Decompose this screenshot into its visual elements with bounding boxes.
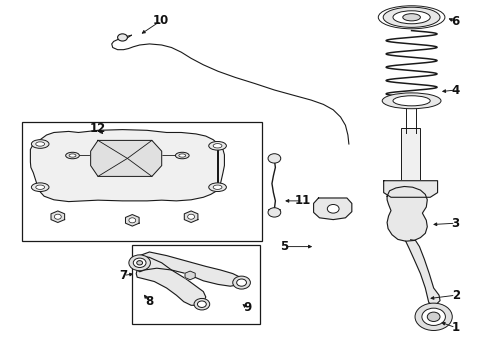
Text: 9: 9	[244, 301, 251, 314]
Text: 5: 5	[280, 240, 288, 253]
Circle shape	[137, 261, 143, 265]
Circle shape	[133, 258, 146, 267]
Polygon shape	[125, 215, 139, 226]
Circle shape	[118, 34, 127, 41]
Circle shape	[129, 255, 150, 271]
Circle shape	[129, 218, 136, 223]
Ellipse shape	[213, 185, 222, 189]
Ellipse shape	[383, 7, 440, 27]
Circle shape	[415, 303, 452, 330]
Ellipse shape	[403, 14, 420, 21]
Polygon shape	[136, 256, 206, 305]
Text: 7: 7	[120, 269, 127, 282]
Text: 11: 11	[294, 194, 311, 207]
Polygon shape	[185, 271, 195, 280]
Ellipse shape	[209, 183, 226, 192]
Circle shape	[197, 301, 206, 307]
Text: 2: 2	[452, 289, 460, 302]
Ellipse shape	[36, 185, 45, 189]
Text: 3: 3	[452, 217, 460, 230]
Circle shape	[237, 279, 246, 286]
Ellipse shape	[393, 96, 430, 106]
Ellipse shape	[175, 152, 189, 159]
Polygon shape	[30, 130, 224, 202]
Ellipse shape	[382, 93, 441, 109]
Circle shape	[233, 276, 250, 289]
Circle shape	[268, 154, 281, 163]
Ellipse shape	[36, 142, 45, 146]
Circle shape	[268, 208, 281, 217]
Text: 6: 6	[452, 15, 460, 28]
Bar	[22, 122, 262, 241]
Bar	[401, 128, 420, 191]
Ellipse shape	[66, 152, 79, 159]
Text: 10: 10	[152, 14, 169, 27]
Circle shape	[327, 204, 339, 213]
Ellipse shape	[69, 154, 76, 157]
Text: 12: 12	[90, 122, 106, 135]
Text: 4: 4	[452, 84, 460, 96]
Polygon shape	[387, 186, 427, 241]
Polygon shape	[384, 181, 438, 197]
Ellipse shape	[31, 183, 49, 192]
Ellipse shape	[213, 144, 222, 148]
Polygon shape	[184, 211, 198, 222]
Polygon shape	[91, 140, 162, 176]
Polygon shape	[406, 240, 440, 304]
Polygon shape	[136, 252, 243, 286]
Polygon shape	[314, 198, 352, 220]
Circle shape	[194, 298, 210, 310]
Ellipse shape	[393, 11, 430, 24]
Circle shape	[427, 312, 440, 321]
Text: 1: 1	[452, 321, 460, 334]
Ellipse shape	[179, 154, 186, 157]
Text: 8: 8	[146, 295, 153, 308]
Ellipse shape	[31, 140, 49, 148]
Circle shape	[54, 214, 61, 219]
Circle shape	[188, 214, 195, 219]
Ellipse shape	[209, 141, 226, 150]
Bar	[132, 245, 260, 324]
Circle shape	[422, 308, 445, 325]
Polygon shape	[51, 211, 65, 222]
